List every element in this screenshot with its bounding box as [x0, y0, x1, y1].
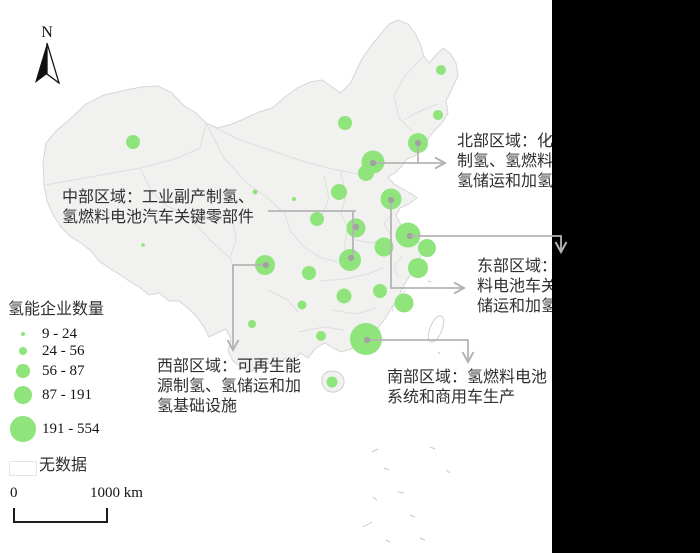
province-bubble	[358, 165, 374, 181]
anchor-dot	[414, 139, 422, 147]
anchor-dot	[363, 336, 371, 344]
legend-item-label: 24 - 56	[42, 343, 85, 359]
legend-item-label: 56 - 87	[42, 363, 85, 379]
scalebar-distance: 1000 km	[90, 485, 143, 501]
province-bubble	[436, 65, 446, 75]
province-bubble	[408, 258, 428, 278]
annotation-west-region: 西部区域：可再生能 源制氢、氢储运和加 氢基础设施	[157, 357, 301, 417]
no-data-swatch	[9, 461, 37, 476]
annotation-line: 料电池车关键	[477, 278, 574, 295]
province-bubble	[373, 284, 387, 298]
legend-item-label: 87 - 191	[42, 387, 92, 403]
scalebar-zero: 0	[10, 485, 18, 501]
province-bubble	[338, 116, 352, 130]
legend: 氢能企业数量 9 - 24 24 - 56 56 - 87 87 - 191 191 -…	[8, 295, 168, 495]
province-bubble	[248, 320, 256, 328]
province-bubble	[141, 243, 145, 247]
arrowhead-icon	[226, 339, 240, 353]
annotation-line: 中部区域：工业副产制氢、	[62, 189, 255, 206]
annotation-line: 南部区域：氢燃料电池	[387, 369, 548, 386]
north-arrow-icon	[35, 42, 61, 85]
sea-marks	[362, 260, 544, 543]
legend-circle	[10, 416, 36, 442]
annotation-line: 系统和商用车生产	[387, 389, 516, 406]
anchor-dot	[262, 261, 270, 269]
scalebar	[13, 508, 108, 523]
north-label: N	[41, 24, 53, 41]
annotation-line: 氢储运和加氢	[457, 173, 554, 190]
annotation-south-region: 南部区域：氢燃料电池 系统和商用车生产	[387, 368, 547, 408]
callout-line	[390, 200, 463, 289]
legend-item-label: 9 - 24	[42, 326, 77, 342]
annotation-line: 氢基础设施	[157, 398, 238, 415]
taiwan-island	[427, 315, 445, 343]
callout-line	[232, 264, 266, 349]
province-bubble	[418, 239, 436, 257]
province-bubble	[292, 197, 296, 201]
legend-circle	[18, 346, 28, 356]
legend-circle	[20, 331, 26, 337]
callout-line	[367, 339, 469, 361]
annotation-north-region: 北部区域：化 制氢、氢燃料 氢储运和加氢	[457, 132, 553, 192]
annotation-line: 西部区域：可再生能	[157, 358, 302, 375]
province-bubble	[394, 293, 414, 313]
province-bubble	[331, 184, 347, 200]
arrowhead-icon	[434, 156, 448, 170]
province-bubble	[316, 331, 326, 341]
connector-layer	[226, 143, 475, 365]
province-bubble	[302, 266, 316, 280]
anchor-dot	[369, 159, 377, 167]
right-black-panel	[552, 0, 700, 553]
annotation-line: 制氢、氢燃料	[457, 153, 554, 170]
annotation-line: 氢燃料电池汽车关键零部件	[62, 209, 255, 226]
annotation-line: 源制氢、氢储运和加	[157, 378, 302, 395]
arrowhead-icon	[453, 281, 467, 295]
annotation-middle-region: 中部区域：工业副产制氢、 氢燃料电池汽车关键零部件	[62, 188, 254, 228]
annotation-line: 储运和加氢基	[477, 298, 574, 315]
annotation-line: 北部区域：化	[457, 133, 554, 150]
legend-circle	[16, 364, 30, 378]
province-bubble	[126, 135, 140, 149]
legend-circle	[13, 385, 33, 405]
province-bubble	[297, 300, 307, 310]
north-arrow: N	[27, 24, 67, 89]
anchor-dot	[347, 254, 355, 262]
province-bubble	[374, 237, 394, 257]
anchor-dot	[387, 196, 395, 204]
province-bubble	[433, 110, 443, 120]
no-data-label: 无数据	[39, 457, 88, 474]
anchor-dot	[406, 232, 414, 240]
mainland-outline	[42, 19, 459, 373]
anchor-dot	[352, 223, 360, 231]
province-bubble	[310, 212, 324, 226]
province-bubble	[336, 288, 352, 304]
legend-title: 氢能企业数量	[8, 301, 105, 318]
annotation-east-region: 东部区域：氢燃 料电池车关键 储运和加氢基	[477, 257, 589, 317]
arrowhead-icon	[461, 351, 475, 365]
legend-item-label: 191 - 554	[42, 421, 100, 437]
province-bubble	[326, 376, 338, 388]
province-bubble	[252, 189, 258, 195]
